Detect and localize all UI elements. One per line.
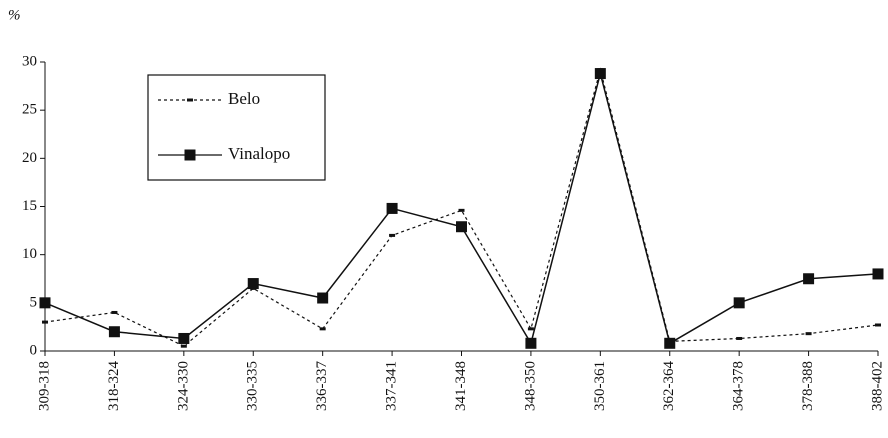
point: [456, 221, 467, 233]
point: [180, 344, 187, 348]
y-axis-label: %: [8, 7, 21, 23]
point: [178, 332, 190, 344]
legend-marker: [184, 149, 196, 161]
x-tick-label: 388-402: [869, 361, 885, 411]
legend-label: Vinalopo: [228, 144, 290, 163]
x-tick-label: 337-341: [384, 361, 400, 411]
legend-label: Belo: [228, 89, 260, 108]
point: [733, 297, 745, 309]
point: [458, 208, 465, 212]
point: [111, 310, 118, 314]
point: [317, 292, 329, 304]
point: [42, 320, 48, 324]
point: [525, 337, 537, 349]
y-tick-label: 25: [22, 102, 37, 118]
point: [319, 327, 326, 331]
legend-box: [147, 74, 326, 181]
point: [39, 297, 51, 309]
legend-marker: [187, 98, 193, 102]
point: [527, 327, 534, 331]
x-tick-label: 309-318: [36, 361, 52, 411]
y-tick-label: 5: [30, 294, 38, 310]
y-tick-label: 0: [30, 342, 38, 358]
y-tick-label: 15: [22, 198, 37, 214]
x-tick-label: 336-337: [314, 361, 330, 411]
point: [664, 337, 676, 349]
point: [805, 332, 812, 336]
point: [736, 336, 743, 340]
point: [386, 202, 398, 214]
point: [389, 233, 396, 237]
x-tick-label: 364-378: [731, 361, 747, 411]
point: [803, 273, 815, 285]
x-tick-label: 348-350: [522, 361, 538, 411]
point: [594, 68, 606, 80]
point: [247, 278, 259, 290]
point: [875, 323, 881, 327]
y-tick-label: 10: [22, 246, 37, 262]
point: [108, 326, 120, 338]
x-tick-label: 378-388: [800, 361, 816, 411]
x-tick-label: 362-364: [661, 361, 677, 411]
x-tick-label: 318-324: [106, 361, 122, 411]
y-tick-label: 20: [22, 150, 37, 166]
x-tick-label: 350-361: [592, 361, 608, 411]
point: [872, 268, 884, 280]
x-tick-label: 341-348: [453, 361, 469, 411]
x-tick-label: 324-330: [175, 361, 191, 411]
x-tick-label: 330-335: [245, 361, 261, 411]
y-tick-label: 30: [22, 53, 37, 69]
